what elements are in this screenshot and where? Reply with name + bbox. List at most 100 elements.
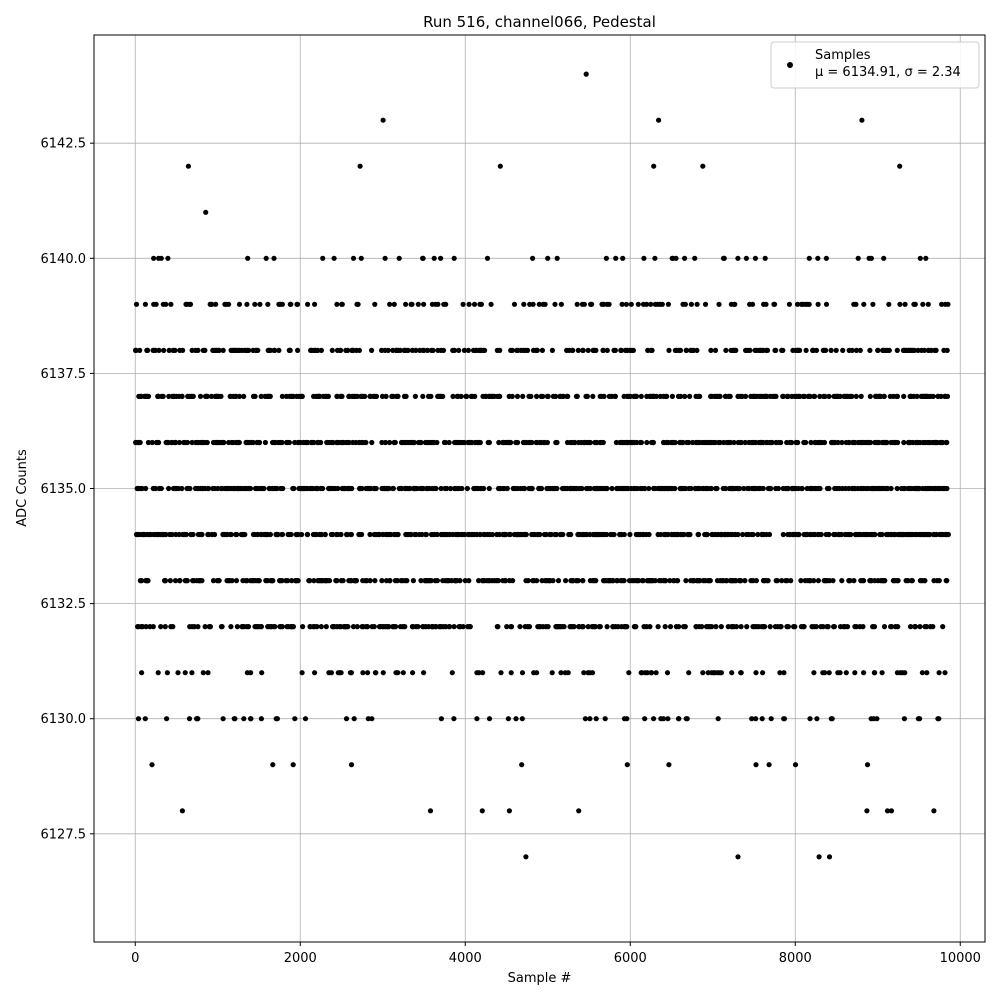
data-point [219, 624, 225, 630]
data-point [853, 393, 859, 399]
data-point [286, 439, 292, 446]
data-point [234, 624, 240, 630]
data-point [917, 624, 923, 630]
data-point [245, 624, 252, 630]
data-point [184, 578, 190, 584]
data-point [814, 716, 820, 722]
data-point [792, 762, 799, 768]
data-point [727, 439, 734, 446]
data-point [750, 301, 756, 307]
data-point [354, 624, 360, 630]
data-point [753, 716, 759, 722]
data-point [262, 439, 268, 446]
data-point [364, 624, 371, 630]
data-point [420, 393, 426, 399]
data-point [183, 531, 189, 538]
data-point [696, 531, 702, 538]
data-point [808, 439, 814, 446]
data-point [666, 347, 672, 353]
data-point [861, 301, 867, 307]
data-point [545, 393, 551, 399]
data-point [433, 485, 439, 492]
data-point [318, 347, 324, 353]
data-point [733, 347, 739, 353]
data-point [476, 670, 482, 676]
data-point [653, 393, 660, 399]
data-point [600, 439, 606, 446]
data-point [520, 393, 526, 399]
data-point [694, 347, 700, 353]
data-point [560, 531, 566, 538]
data-point [897, 163, 903, 169]
data-point [684, 716, 690, 722]
data-point [203, 209, 209, 215]
data-point [405, 347, 411, 353]
data-point [338, 347, 344, 353]
data-point [653, 670, 659, 676]
data-point [912, 301, 918, 307]
data-point [901, 393, 907, 399]
data-point [246, 347, 252, 353]
data-point [847, 578, 853, 584]
data-point [587, 439, 594, 446]
data-point [718, 670, 725, 676]
data-point [149, 762, 155, 768]
data-point [740, 531, 746, 538]
data-point [659, 301, 665, 307]
data-point [137, 439, 143, 446]
data-point [575, 347, 581, 353]
data-point [539, 347, 546, 353]
data-point [766, 762, 772, 768]
data-point [331, 255, 337, 261]
data-point [777, 670, 783, 676]
data-point [348, 762, 355, 768]
data-point [646, 531, 652, 538]
data-point [318, 439, 324, 446]
data-point [359, 485, 365, 492]
data-point [828, 347, 834, 353]
data-point [859, 117, 865, 123]
data-point [549, 670, 555, 676]
data-point [554, 439, 560, 446]
data-point [743, 393, 749, 399]
data-point [633, 624, 639, 630]
data-point [583, 71, 589, 77]
data-point [680, 439, 686, 446]
data-point [738, 578, 744, 584]
data-point [195, 624, 201, 630]
data-point [379, 439, 385, 446]
data-point [636, 578, 642, 584]
data-point [402, 624, 408, 630]
data-point [914, 393, 920, 399]
data-point [423, 531, 429, 538]
data-point [894, 485, 900, 492]
data-point [585, 624, 591, 630]
data-point [642, 716, 648, 722]
data-point [311, 439, 317, 446]
data-point [660, 716, 667, 722]
data-point [697, 393, 703, 399]
data-point [451, 624, 457, 630]
data-point [815, 578, 822, 584]
data-point [179, 485, 185, 492]
data-point [447, 624, 453, 630]
data-point [170, 624, 176, 630]
data-point [179, 808, 185, 814]
data-point [404, 578, 410, 584]
data-point [189, 439, 195, 446]
data-point [867, 347, 873, 353]
data-point [803, 439, 809, 446]
data-point [379, 393, 386, 399]
data-point [263, 255, 269, 261]
data-point [911, 347, 917, 353]
data-point [762, 624, 768, 630]
data-point [823, 255, 830, 261]
data-point [545, 624, 551, 630]
data-point [258, 624, 264, 630]
data-point [539, 485, 545, 492]
data-point [502, 578, 508, 584]
data-point [150, 624, 156, 630]
data-point [190, 393, 196, 399]
data-point [742, 439, 748, 446]
data-point [519, 716, 525, 722]
